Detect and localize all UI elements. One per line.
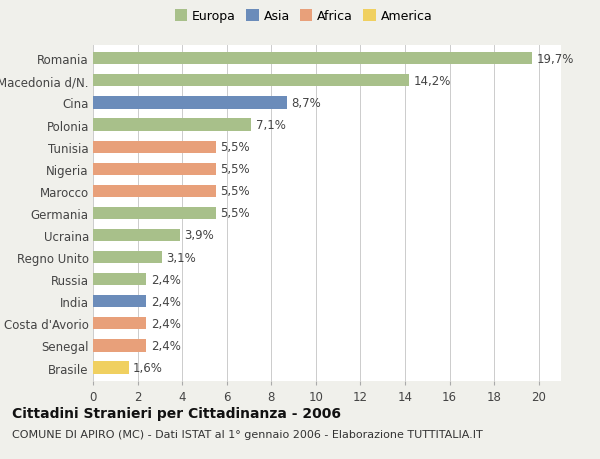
Text: COMUNE DI APIRO (MC) - Dati ISTAT al 1° gennaio 2006 - Elaborazione TUTTITALIA.I: COMUNE DI APIRO (MC) - Dati ISTAT al 1° …: [12, 429, 483, 439]
Bar: [93, 75, 409, 87]
Text: 5,5%: 5,5%: [220, 163, 250, 176]
Text: 2,4%: 2,4%: [151, 295, 181, 308]
Bar: [93, 53, 532, 65]
Bar: [93, 274, 146, 285]
Text: Cittadini Stranieri per Cittadinanza - 2006: Cittadini Stranieri per Cittadinanza - 2…: [12, 406, 341, 420]
Bar: [93, 318, 146, 330]
Text: 5,5%: 5,5%: [220, 141, 250, 154]
Bar: [93, 362, 128, 374]
Text: 3,1%: 3,1%: [167, 251, 196, 264]
Text: 7,1%: 7,1%: [256, 119, 286, 132]
Text: 19,7%: 19,7%: [536, 53, 574, 66]
Bar: [93, 230, 180, 241]
Bar: [93, 252, 162, 263]
Text: 5,5%: 5,5%: [220, 207, 250, 220]
Text: 2,4%: 2,4%: [151, 317, 181, 330]
Text: 5,5%: 5,5%: [220, 185, 250, 198]
Text: 2,4%: 2,4%: [151, 273, 181, 286]
Bar: [93, 296, 146, 308]
Bar: [93, 141, 215, 153]
Text: 14,2%: 14,2%: [414, 75, 451, 88]
Text: 1,6%: 1,6%: [133, 361, 163, 374]
Bar: [93, 340, 146, 352]
Bar: [93, 185, 215, 197]
Bar: [93, 207, 215, 219]
Bar: [93, 97, 287, 109]
Text: 2,4%: 2,4%: [151, 339, 181, 352]
Bar: [93, 119, 251, 131]
Text: 8,7%: 8,7%: [292, 97, 321, 110]
Bar: [93, 163, 215, 175]
Text: 3,9%: 3,9%: [184, 229, 214, 242]
Legend: Europa, Asia, Africa, America: Europa, Asia, Africa, America: [170, 5, 437, 28]
